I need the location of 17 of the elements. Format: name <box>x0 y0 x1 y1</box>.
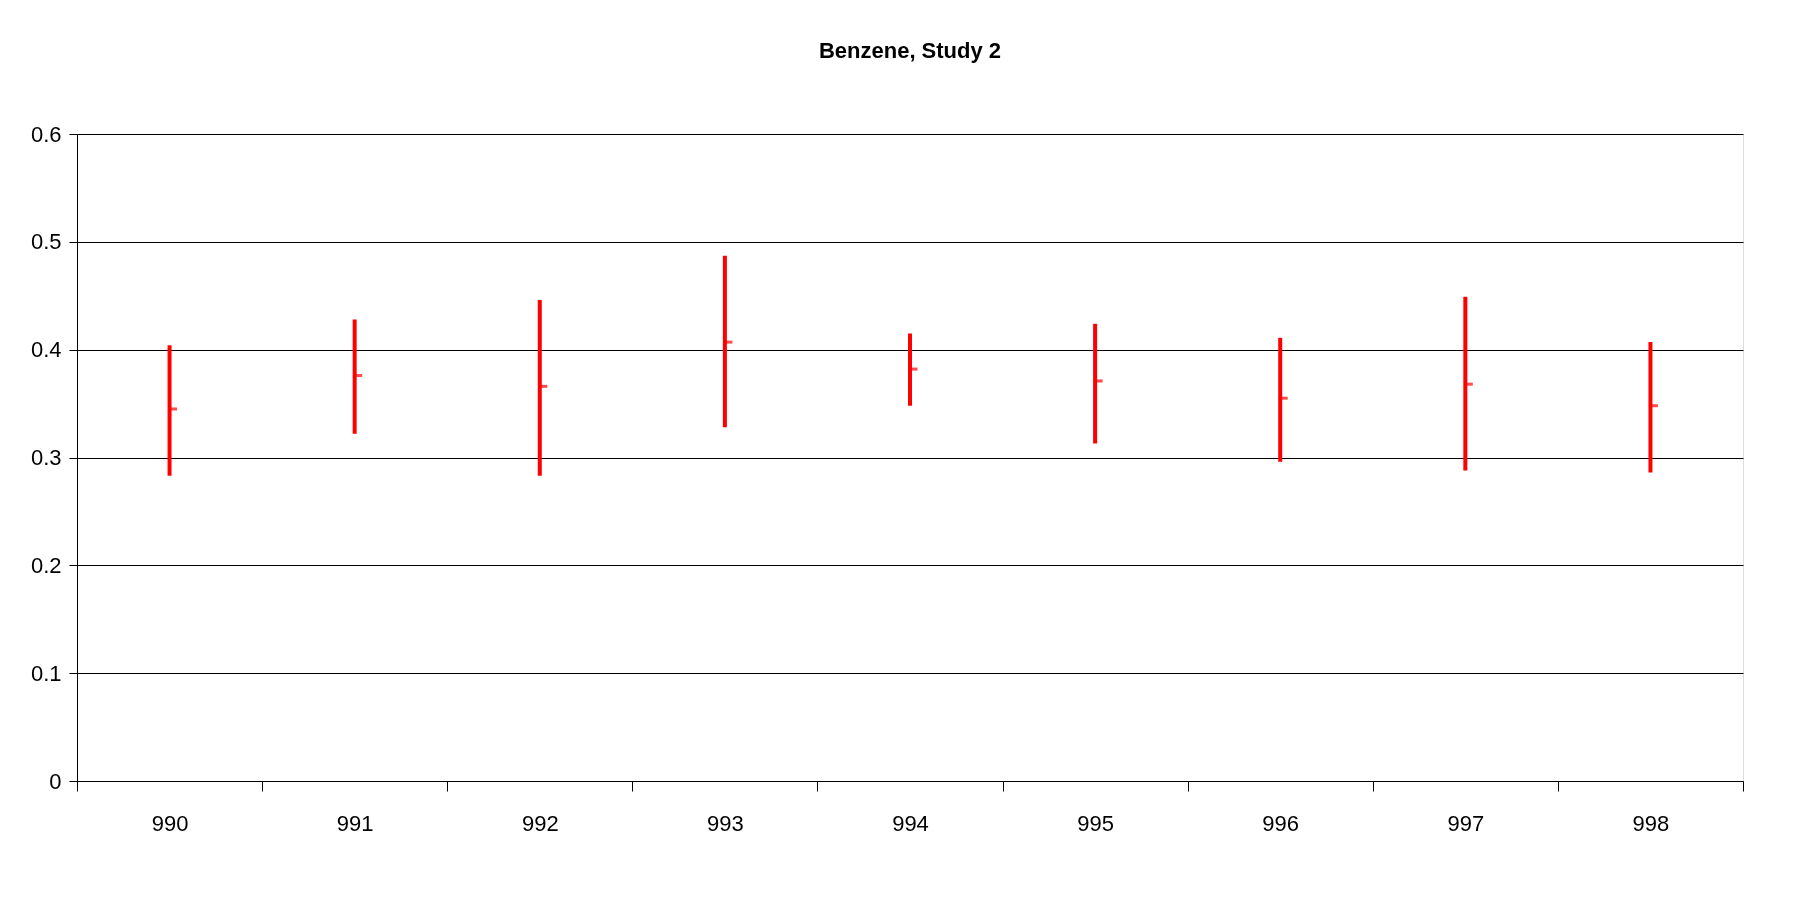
x-tick-label: 990 <box>151 810 189 836</box>
y-tick-label: 0.4 <box>30 337 62 363</box>
x-tick-label: 991 <box>336 810 374 836</box>
x-tick-label: 992 <box>521 810 559 836</box>
y-tick-label: 0.5 <box>30 229 62 255</box>
y-tick-label: 0.3 <box>30 445 62 470</box>
x-tick-label: 996 <box>1262 810 1300 836</box>
x-tick-label: 997 <box>1447 810 1485 836</box>
x-tick-label: 993 <box>707 810 744 836</box>
y-tick-label: 0.1 <box>30 660 62 686</box>
y-tick-label: 0.2 <box>30 552 62 578</box>
x-tick-label: 998 <box>1632 810 1670 836</box>
y-tick-label: 0 <box>49 768 62 794</box>
x-tick-label: 995 <box>1077 810 1114 836</box>
y-tick-label: 0.6 <box>30 121 62 147</box>
chart-title: Benzene, Study 2 <box>818 38 1002 63</box>
x-tick-label: 994 <box>892 810 929 836</box>
